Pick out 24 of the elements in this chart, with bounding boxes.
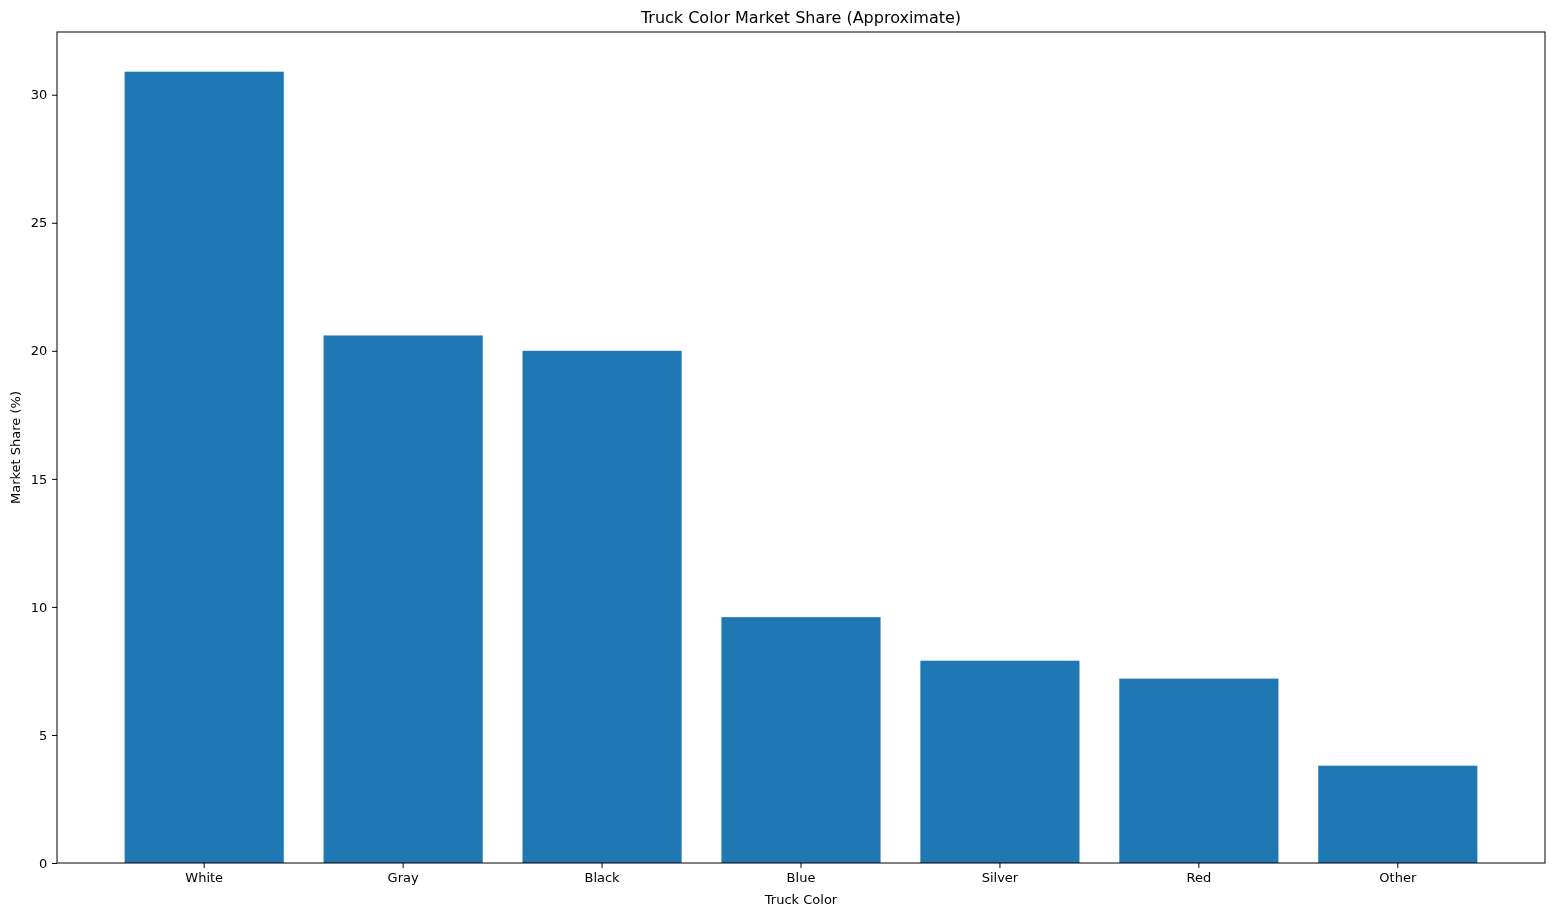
y-tick-label: 25 <box>30 215 48 231</box>
x-tick-label: Black <box>584 870 621 886</box>
bar <box>920 660 1080 863</box>
x-tick-label: White <box>185 870 224 886</box>
x-axis-title: Truck Color <box>763 892 838 907</box>
bar <box>323 335 483 863</box>
y-tick-label: 0 <box>38 855 48 871</box>
y-axis-title: Market Share (%) <box>8 391 23 504</box>
x-tick-label: Silver <box>981 870 1019 886</box>
x-tick-label: Gray <box>387 870 419 886</box>
x-tick-label: Other <box>1379 870 1417 886</box>
chart-title: Truck Color Market Share (Approximate) <box>639 8 962 27</box>
bar <box>124 71 284 863</box>
y-tick-label: 5 <box>38 727 48 743</box>
bar <box>1119 678 1279 863</box>
x-tick-label: Blue <box>786 870 816 886</box>
y-tick-label: 20 <box>30 343 48 359</box>
x-tick-label: Red <box>1186 870 1212 886</box>
bar <box>522 350 682 863</box>
bar <box>1318 765 1478 863</box>
bar <box>721 617 881 863</box>
y-tick-label: 15 <box>30 471 48 487</box>
y-tick-label: 30 <box>30 87 48 103</box>
y-tick-label: 10 <box>30 599 48 615</box>
